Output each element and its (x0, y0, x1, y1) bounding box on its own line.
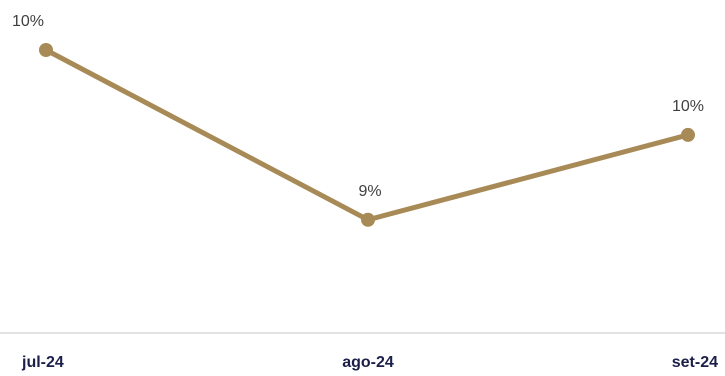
data-point-ago-24 (361, 212, 375, 227)
data-label-jul-24: 10% (12, 13, 44, 30)
label-layer: 10% 9% 10% (12, 13, 704, 200)
tick-layer: jul-24 ago-24 set-24 (21, 354, 718, 371)
data-point-jul-24 (39, 43, 53, 57)
x-tick-label-jul-24: jul-24 (21, 354, 64, 371)
data-point-set-24 (681, 127, 695, 142)
data-label-ago-24: 9% (358, 183, 381, 200)
data-label-set-24: 10% (672, 98, 704, 115)
x-tick-label-set-24: set-24 (672, 354, 718, 371)
series-layer (39, 43, 695, 227)
x-tick-label-ago-24: ago-24 (342, 354, 394, 371)
